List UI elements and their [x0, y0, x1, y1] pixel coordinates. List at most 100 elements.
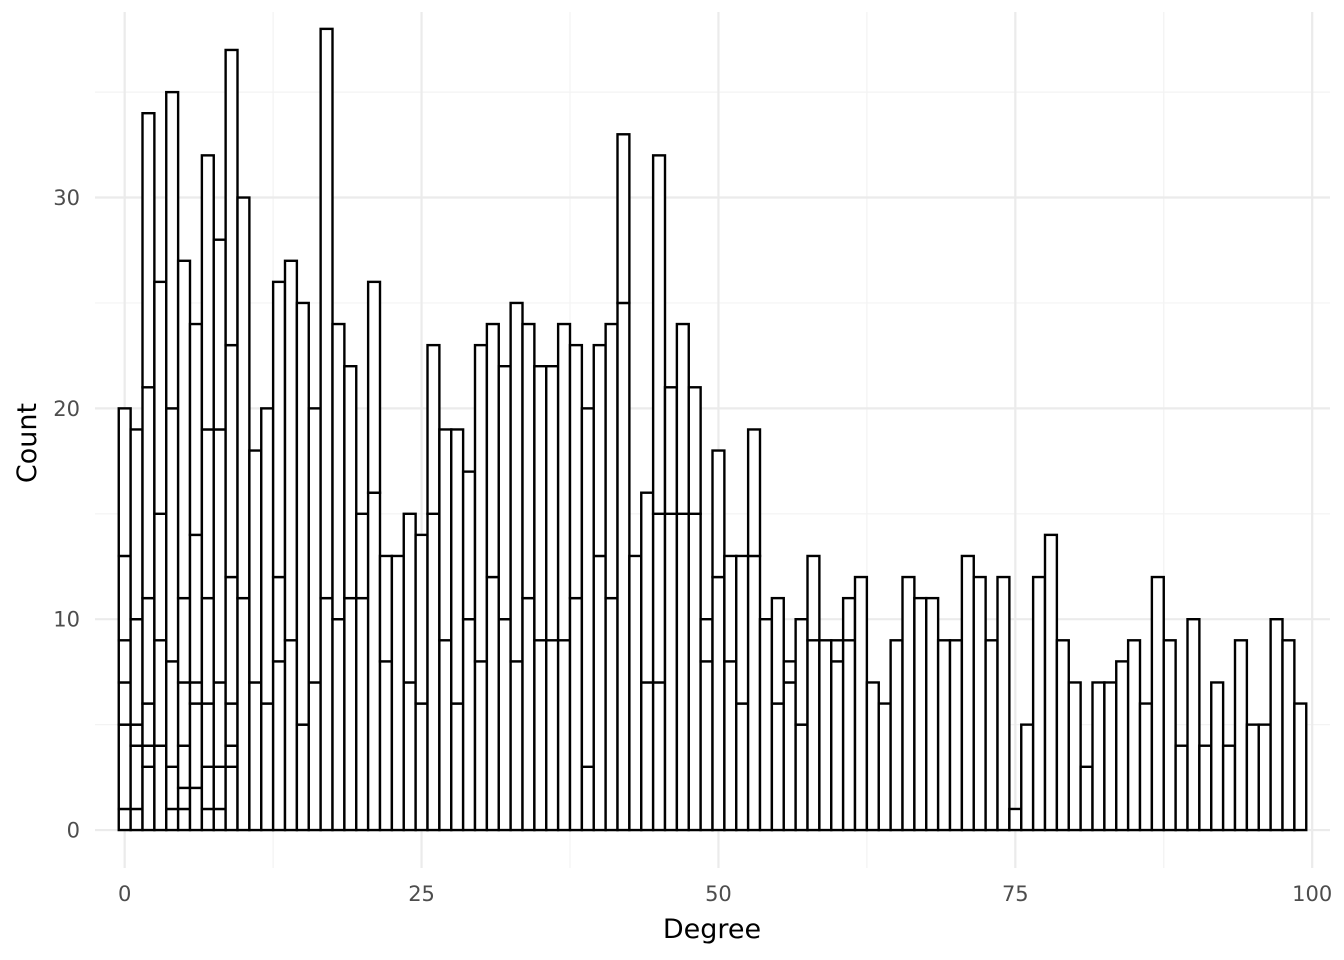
histogram-bar — [711, 575, 726, 832]
histogram-bar — [153, 512, 168, 642]
histogram-bar — [200, 428, 215, 600]
histogram-bar — [224, 575, 239, 705]
histogram-bar — [604, 596, 619, 832]
histogram-bar — [295, 723, 310, 832]
histogram-bar — [331, 322, 346, 621]
histogram-bar — [1198, 744, 1213, 832]
histogram-bar — [533, 639, 548, 832]
histogram-bar — [1257, 723, 1272, 832]
histogram-bar — [770, 702, 785, 832]
histogram-bar — [948, 639, 964, 832]
histogram-bar — [461, 470, 477, 621]
histogram-bar — [271, 575, 287, 663]
x-axis-title: Degree — [663, 914, 761, 945]
histogram-bar — [616, 301, 631, 832]
histogram-bar — [1150, 575, 1165, 832]
histogram-bar — [1067, 681, 1082, 832]
histogram-bar — [331, 618, 346, 832]
histogram-bar — [117, 807, 132, 832]
histogram-bar — [580, 407, 595, 768]
histogram-bar — [260, 702, 275, 832]
histogram-bar — [153, 280, 168, 515]
histogram-bar — [556, 639, 572, 832]
histogram-bar — [1115, 660, 1130, 832]
histogram-bar — [830, 639, 845, 663]
histogram-bar — [806, 639, 821, 832]
histogram-bar — [485, 322, 500, 579]
histogram-bar — [212, 807, 227, 832]
histogram-bars — [117, 27, 1308, 832]
histogram-bar — [984, 639, 999, 832]
histogram-bar — [1186, 618, 1201, 832]
histogram-bar — [972, 575, 987, 832]
histogram-bar — [901, 575, 916, 832]
histogram-bar — [925, 596, 940, 832]
histogram-bar — [651, 512, 667, 684]
histogram-bar — [746, 428, 762, 558]
histogram-bar — [200, 702, 215, 768]
histogram-bar — [521, 322, 536, 600]
histogram-bar — [723, 554, 738, 663]
histogram-bar — [176, 259, 192, 600]
histogram-bar — [343, 365, 358, 600]
histogram-bar — [1008, 807, 1023, 832]
y-tick-label: 30 — [53, 186, 80, 210]
histogram-bar — [770, 596, 785, 705]
histogram-bar — [117, 723, 132, 811]
histogram-bar — [1055, 639, 1070, 832]
histogram-bar — [545, 639, 560, 832]
histogram-bar — [295, 301, 310, 726]
y-tick-label: 20 — [53, 397, 80, 421]
x-tick-label: 100 — [1292, 882, 1332, 906]
histogram-bar — [1138, 702, 1154, 832]
histogram-bar — [307, 407, 322, 684]
y-axis-tick-labels: 0 10 20 30 — [53, 186, 80, 843]
histogram-bar — [841, 596, 857, 642]
histogram-bar — [224, 765, 239, 832]
histogram-bar — [794, 618, 809, 726]
histogram-bar — [853, 575, 869, 832]
histogram-bar — [604, 322, 619, 600]
histogram-bar — [248, 681, 263, 832]
histogram-bar — [414, 702, 429, 832]
histogram-bar — [830, 660, 845, 832]
histogram-bar — [746, 554, 762, 832]
histogram-bar — [200, 765, 215, 811]
histogram-bar — [307, 681, 322, 832]
histogram-bar — [141, 112, 156, 389]
histogram-bar — [200, 807, 215, 832]
histogram-bar — [1233, 639, 1249, 832]
histogram-bar — [176, 744, 192, 790]
histogram-bar — [165, 765, 180, 811]
histogram-bar — [1174, 744, 1189, 832]
histogram-bar — [675, 322, 690, 515]
histogram-bar — [818, 639, 833, 832]
histogram-bar — [378, 554, 394, 663]
histogram-bar — [841, 639, 857, 832]
histogram-bar — [473, 343, 489, 663]
histogram-bar — [1020, 723, 1035, 832]
histogram-bar — [200, 596, 215, 705]
histogram-bar — [461, 618, 477, 832]
histogram-bar — [283, 259, 299, 642]
histogram-bar — [651, 154, 667, 515]
histogram-bar — [450, 428, 465, 705]
histogram-bar — [390, 554, 405, 832]
histogram-bar — [758, 618, 774, 832]
histogram-bar — [165, 407, 180, 663]
histogram-bar — [1031, 575, 1047, 832]
histogram-bar — [1293, 702, 1308, 832]
histogram-bar — [877, 702, 892, 832]
histogram-bar — [438, 428, 453, 642]
histogram-bar — [936, 639, 952, 832]
histogram-bar — [212, 681, 227, 768]
histogram-bar — [343, 596, 358, 832]
histogram-bar — [271, 660, 287, 832]
histogram-bar — [960, 554, 975, 832]
histogram-bar — [1210, 681, 1225, 832]
histogram-bar — [640, 681, 655, 832]
histogram-bar — [402, 512, 417, 684]
histogram-bar — [556, 322, 572, 642]
histogram-bar — [355, 512, 370, 600]
histogram-bar — [640, 491, 655, 684]
